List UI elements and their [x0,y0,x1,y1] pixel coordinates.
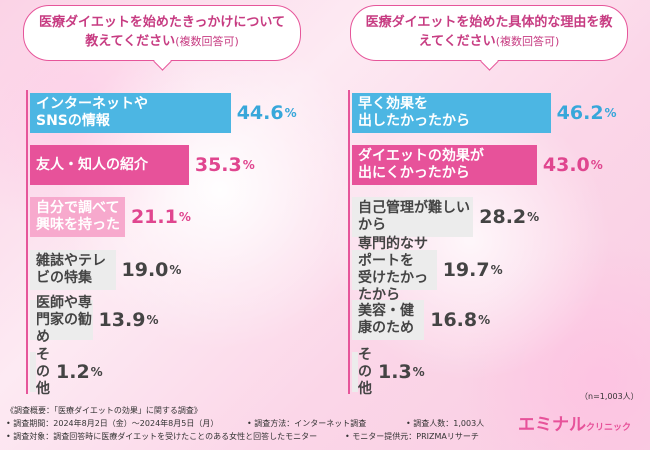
left-value-number-1: 35.3 [194,154,242,176]
left-value-unit-5: % [90,365,103,379]
left-bar-label-3: 雑誌やテレビの特集 [36,253,106,286]
right-value-number-5: 1.3 [378,361,412,383]
right-question-subtitle: (複数回答可) [495,35,560,48]
right-bar-label-1: ダイエットの効果が 出にくかったから [358,148,484,181]
right-value-label-1: 43.0% [543,145,603,185]
left-bar-label-2: 自分で調べて 興味を持った [36,200,120,233]
left-question-title: 医療ダイエットを始めたきっかけについて教えてください [39,15,285,49]
right-value-label-2: 28.2% [479,197,539,237]
right-value-label-3: 19.7% [443,250,503,290]
right-value-label-4: 16.8% [430,300,490,340]
right-value-unit-5: % [412,365,425,379]
right-value-unit-2: % [527,210,540,224]
right-value-number-4: 16.8 [430,309,478,331]
left-value-label-0: 44.6% [237,93,297,133]
left-bar-4: 医師や専門家の勧め [30,295,93,345]
right-value-number-2: 28.2 [479,206,527,228]
right-bar-label-5: その他 [358,346,372,397]
right-value-number-1: 43.0 [542,154,590,176]
left-value-label-2: 21.1% [131,197,191,237]
footer-survey-period: • 調査期間：2024年8月2日（金）～2024年8月5日（月） [6,419,219,428]
right-value-label-5: 1.3% [378,352,425,392]
footer-survey-provider: • モニター提供元：PRIZMAリサーチ [345,432,479,441]
left-axis-line [26,90,28,394]
right-question-bubble: 医療ダイエットを始めた具体的な理由を教えてください(複数回答可) [350,5,628,61]
left-value-label-3: 19.0% [122,250,182,290]
left-value-number-2: 21.1 [130,206,178,228]
left-value-number-5: 1.2 [56,361,90,383]
footer-survey-method: • 調査方法：インターネット調査 [247,419,367,428]
right-value-unit-3: % [490,263,503,277]
right-value-number-0: 46.2 [556,102,604,124]
right-bar-2: 自己管理が難しいから [352,197,474,237]
left-value-unit-2: % [178,210,191,224]
left-value-unit-0: % [284,106,297,120]
left-question-subtitle: (複数回答可) [175,35,239,48]
left-value-unit-1: % [242,158,255,172]
left-value-unit-4: % [146,313,159,327]
right-axis-line [348,90,350,394]
left-bar-0: インターネットや SNSの情報 [30,93,231,133]
right-value-unit-0: % [604,106,617,120]
left-bar-label-4: 医師や専門家の勧め [36,294,92,345]
left-question-bubble: 医療ダイエットを始めたきっかけについて教えてください(複数回答可) [23,5,301,61]
right-value-label-0: 46.2% [557,93,617,133]
right-bar-5: その他 [352,347,372,397]
right-value-number-3: 19.7 [442,259,490,281]
left-bar-3: 雑誌やテレビの特集 [30,250,116,290]
clinic-logo: エミナルクリニック [518,410,631,435]
left-value-label-1: 35.3% [195,145,255,185]
left-bar-1: 友人・知人の紹介 [30,145,189,185]
logo-sub-text: クリニック [586,423,632,433]
left-value-label-4: 13.9% [99,300,159,340]
right-value-unit-1: % [590,158,603,172]
left-bar-label-1: 友人・知人の紹介 [36,156,148,173]
footer-survey-title: 《調査概要：「医療ダイエットの効果」に関する調査》 [6,406,202,415]
right-bar-3: 専門的なサポートを 受けたかったから [352,236,437,303]
left-value-number-4: 13.9 [98,309,146,331]
right-bar-label-2: 自己管理が難しいから [358,200,470,233]
left-value-unit-3: % [169,263,182,277]
sample-size-note: （n=1,003人） [580,392,639,401]
left-value-number-3: 19.0 [121,259,169,281]
logo-main-text: エミナル [518,415,586,435]
left-bar-2: 自分で調べて 興味を持った [30,197,125,237]
right-bar-1: ダイエットの効果が 出にくかったから [352,145,537,185]
left-bar-label-0: インターネットや SNSの情報 [36,96,148,129]
left-value-number-0: 44.6 [236,102,284,124]
footer-survey-target: • 調査対象：調査回答時に医療ダイエットを受けたことのある女性と回答したモニター [6,432,318,441]
right-bar-label-3: 専門的なサポートを 受けたかったから [358,236,428,303]
left-bar-label-5: その他 [36,346,50,397]
right-question-title: 医療ダイエットを始めた具体的な理由を教えてください [365,15,613,49]
left-bar-5: その他 [30,347,50,397]
right-value-unit-4: % [478,313,491,327]
right-bar-4: 美容・健康のため [352,300,425,340]
right-bar-label-0: 早く効果を 出したかったから [358,96,470,129]
left-value-label-5: 1.2% [56,352,103,392]
right-bar-0: 早く効果を 出したかったから [352,93,551,133]
footer-survey-count: • 調査人数：1,003人 [406,419,485,428]
right-bar-label-4: 美容・健康のため [358,303,414,336]
